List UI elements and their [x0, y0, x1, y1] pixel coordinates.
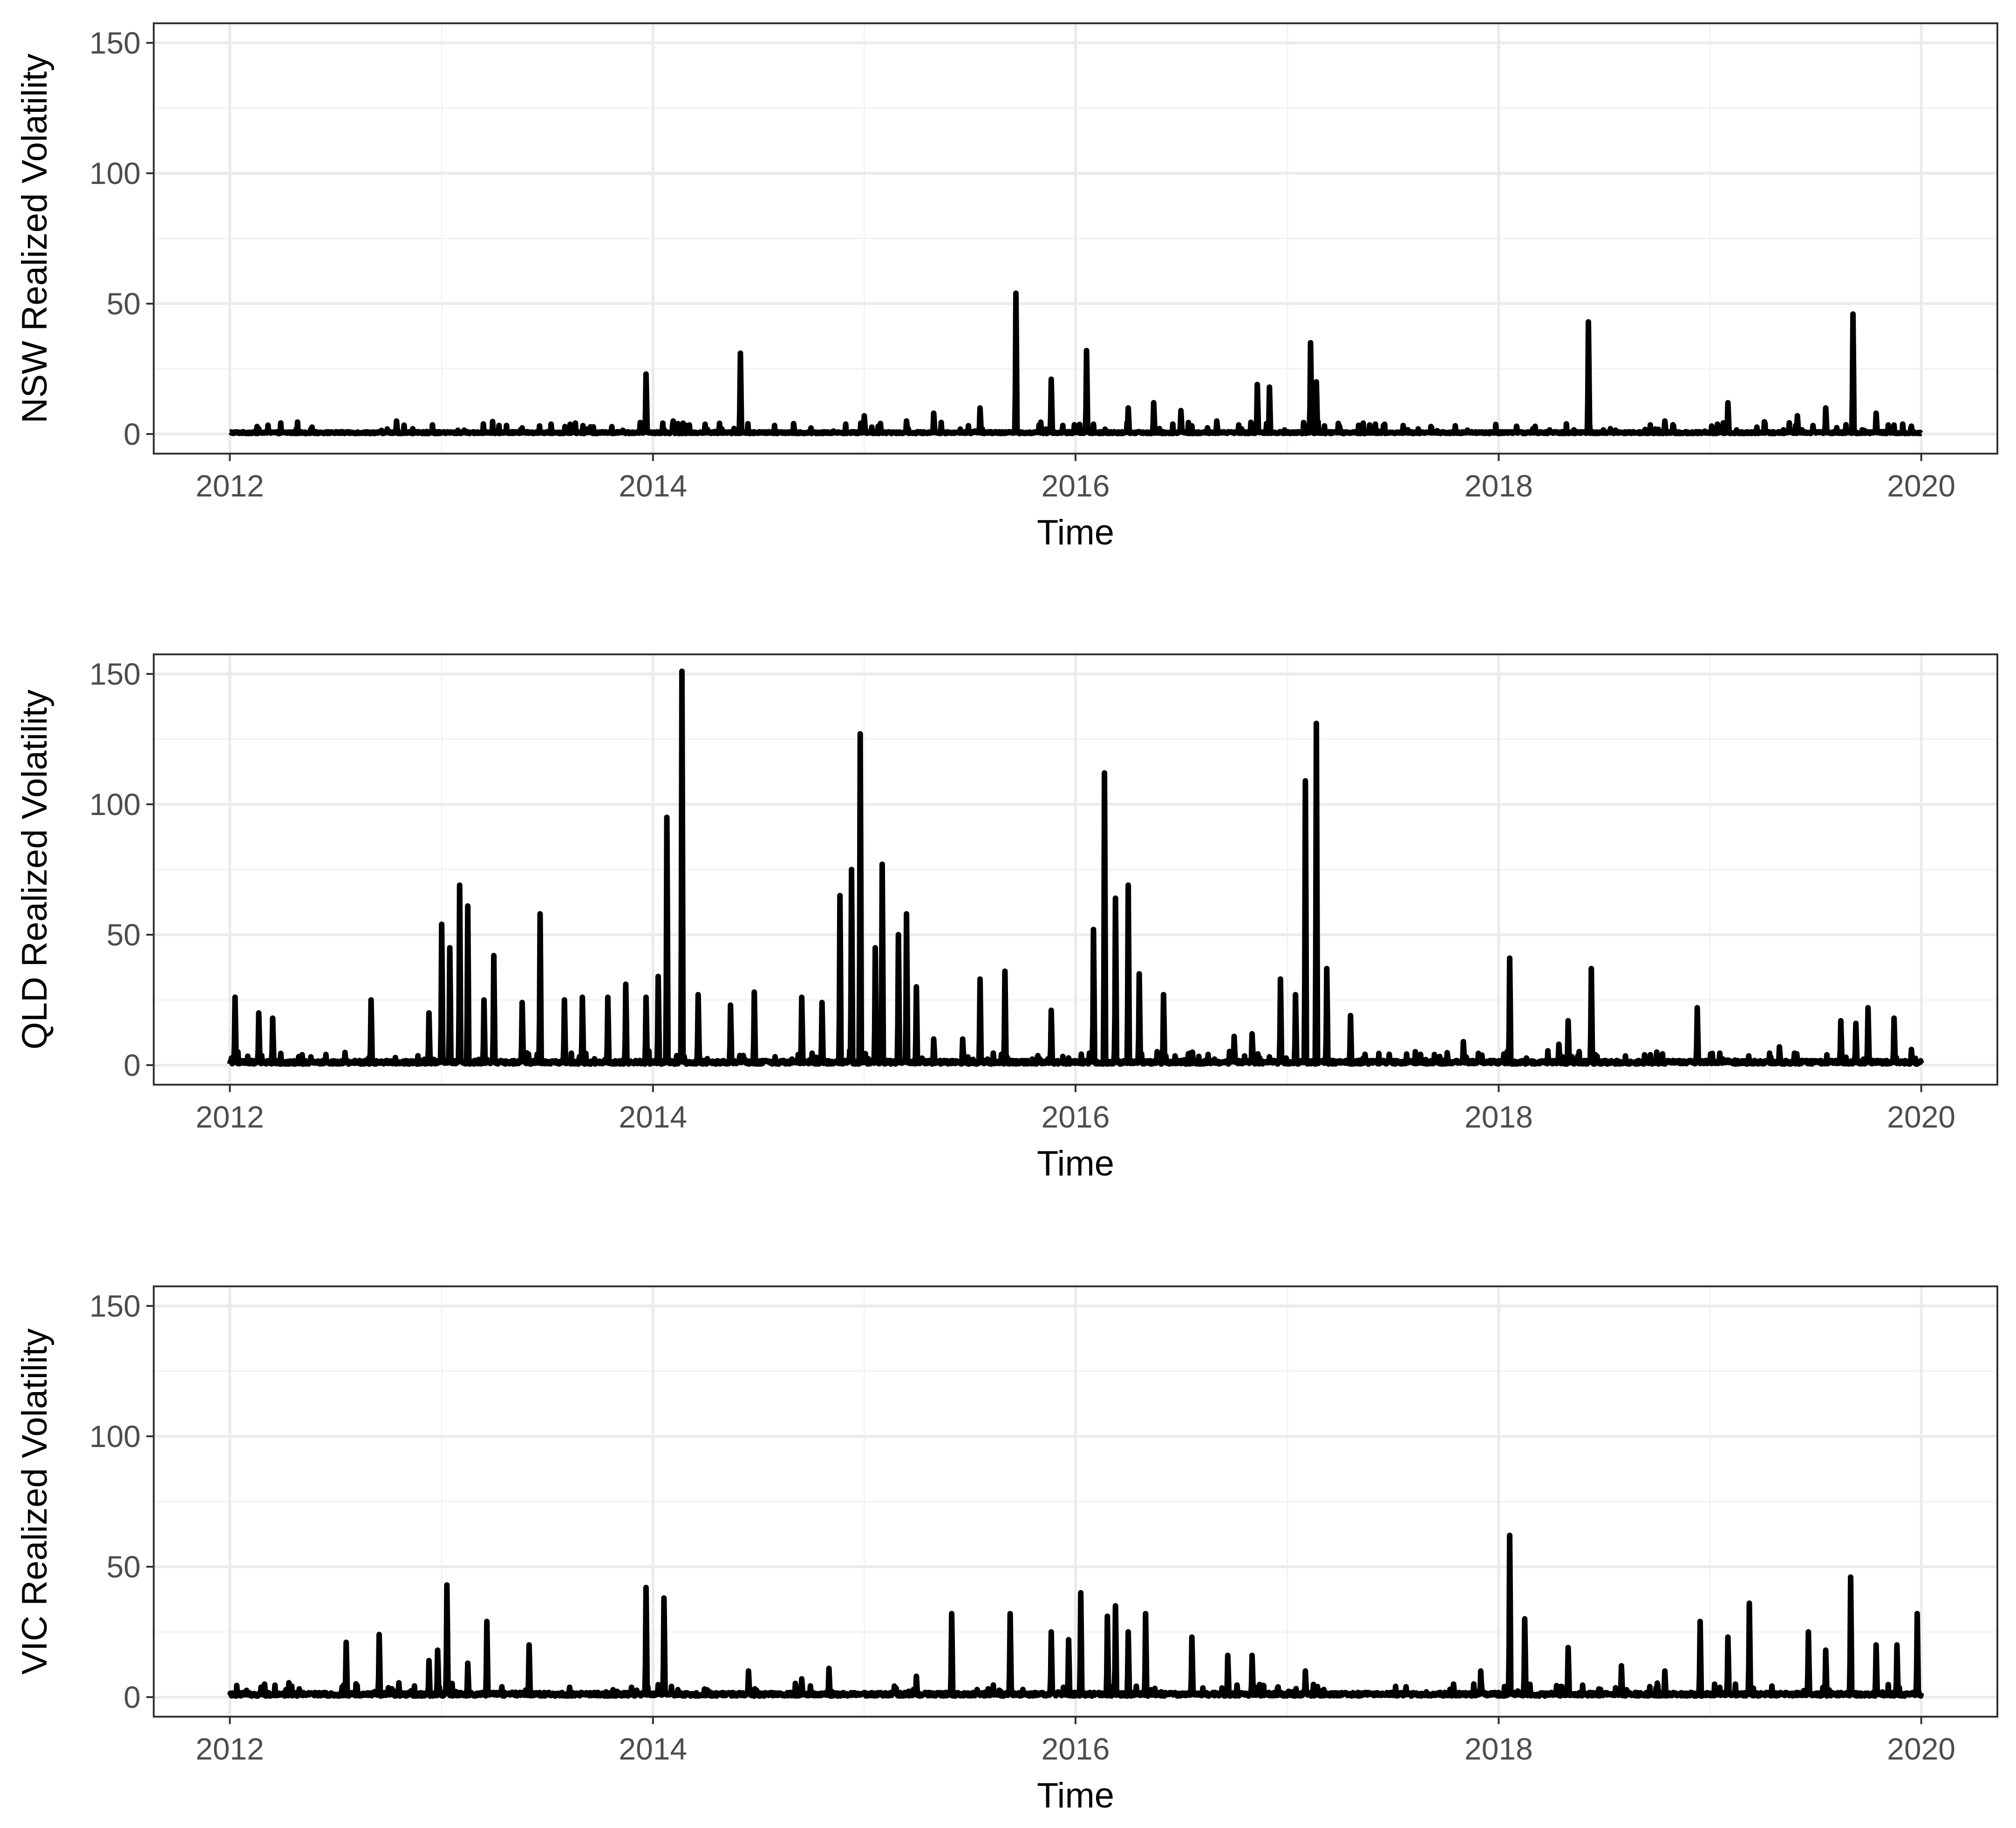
y-axis-title: VIC Realized Volatility [15, 1328, 54, 1674]
x-tick-label: 2012 [196, 1732, 264, 1766]
x-axis-title: Time [1037, 1144, 1114, 1183]
panel-qld: 0 50 100 150 2012 2014 2016 2018 2020 Time QLD Rea… [15, 653, 1998, 1183]
series-line [227, 290, 1924, 436]
panel-nsw: 0 50 100 150 2012 2014 2016 2018 2020 Time NSW Rea… [15, 22, 1998, 552]
x-tick-label: 2016 [1042, 1732, 1110, 1766]
y-tick-label: 150 [89, 26, 141, 60]
y-tick-label: 50 [107, 917, 141, 952]
y-tick-label: 0 [123, 417, 141, 451]
x-tick-label: 2020 [1887, 469, 1955, 503]
y-tick-label: 50 [107, 1549, 141, 1584]
y-tick-label: 100 [89, 1419, 141, 1454]
y-tick-label: 100 [89, 156, 141, 190]
x-tick-label: 2014 [619, 1100, 687, 1134]
x-tick-label: 2012 [196, 469, 264, 503]
y-tick-label: 0 [123, 1048, 141, 1082]
x-tick-label: 2016 [1042, 1100, 1110, 1134]
x-tick-label: 2018 [1464, 1732, 1533, 1766]
y-axis-title: NSW Realized Volatility [15, 54, 54, 423]
x-tick-label: 2020 [1887, 1732, 1955, 1766]
x-tick-label: 2018 [1464, 469, 1533, 503]
x-tick-label: 2018 [1464, 1100, 1533, 1134]
y-tick-label: 0 [123, 1680, 141, 1714]
x-tick-label: 2020 [1887, 1100, 1955, 1134]
panel-vic: 0 50 100 150 2012 2014 2016 2018 2020 Time VIC Rea… [15, 1285, 1998, 1815]
y-tick-label: 150 [89, 1289, 141, 1323]
series-line [227, 668, 1924, 1067]
x-tick-label: 2014 [619, 1732, 687, 1766]
y-tick-label: 150 [89, 657, 141, 691]
x-axis-title: Time [1037, 1776, 1114, 1815]
y-axis-title: QLD Realized Volatility [15, 689, 54, 1049]
x-tick-label: 2012 [196, 1100, 264, 1134]
y-tick-label: 100 [89, 787, 141, 822]
x-tick-label: 2014 [619, 469, 687, 503]
x-tick-label: 2016 [1042, 469, 1110, 503]
x-axis-title: Time [1037, 513, 1114, 552]
y-tick-label: 50 [107, 286, 141, 321]
series-line [227, 1532, 1924, 1699]
